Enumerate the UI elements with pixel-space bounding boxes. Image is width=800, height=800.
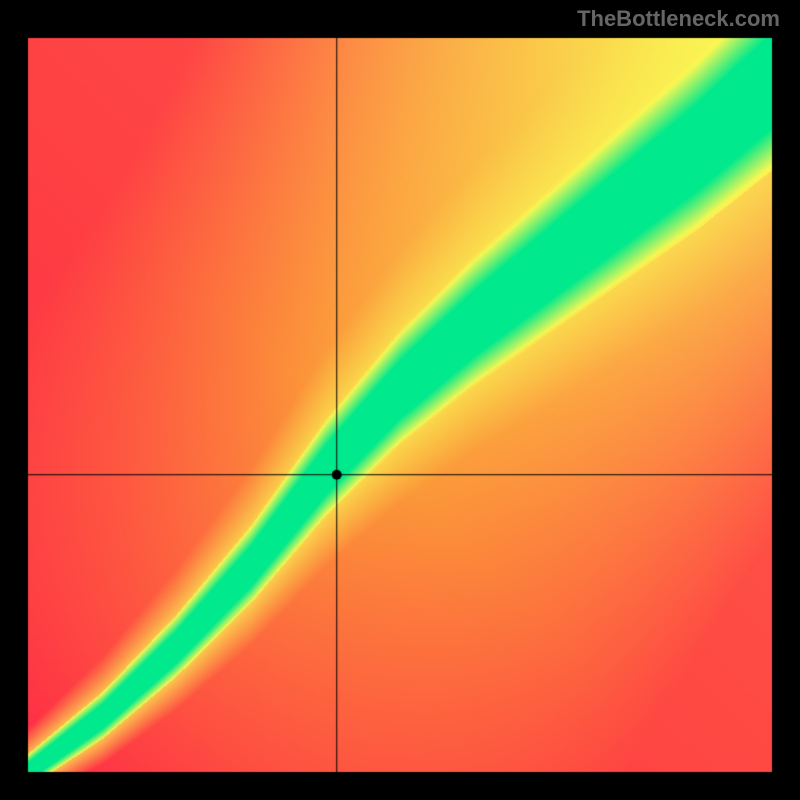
heatmap-canvas [0, 0, 800, 800]
watermark-text: TheBottleneck.com [577, 6, 780, 32]
chart-container: TheBottleneck.com [0, 0, 800, 800]
